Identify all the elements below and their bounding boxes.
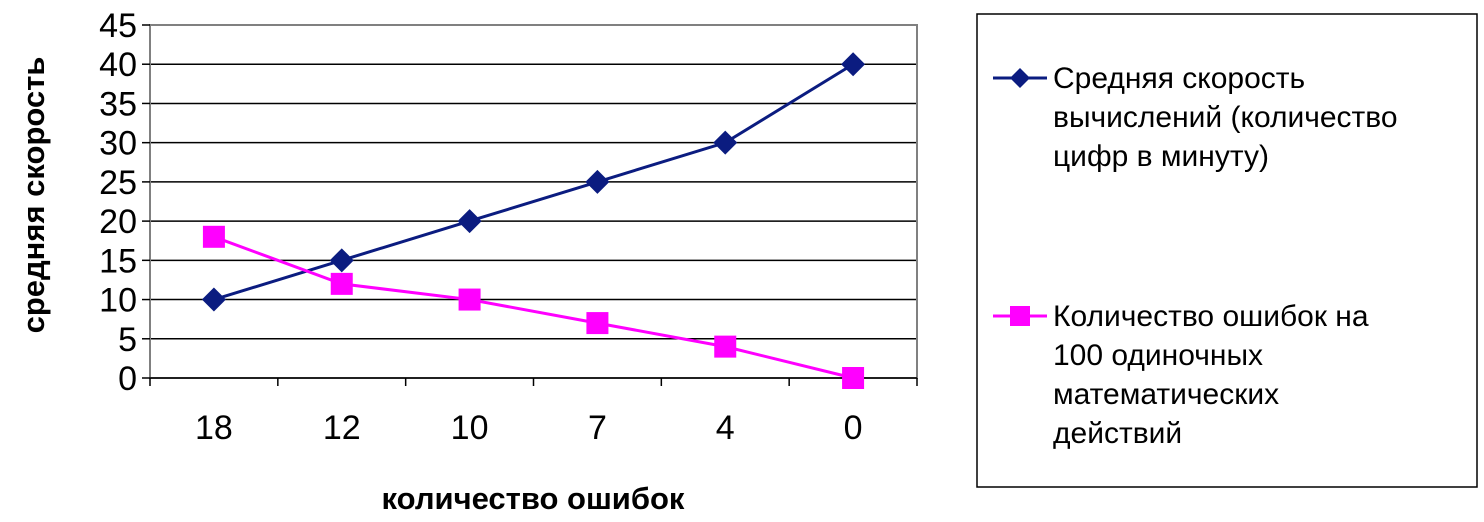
- legend-marker-1: [1010, 68, 1030, 88]
- x-tick-label: 12: [323, 409, 361, 447]
- x-tick-labels: 18 12 10 7 4 0: [195, 409, 863, 447]
- x-tick-label: 7: [588, 409, 607, 447]
- data-point-series-1: [713, 130, 738, 155]
- y-tick-label: 45: [99, 7, 137, 45]
- y-tick-label: 10: [99, 282, 137, 320]
- y-tick-label: 15: [99, 242, 137, 280]
- axes: [142, 24, 918, 386]
- data-point-series-2: [458, 288, 481, 311]
- x-tick-label: 18: [195, 409, 233, 447]
- x-tick-label: 4: [716, 409, 735, 447]
- data-point-series-1: [585, 169, 610, 194]
- data-point-series-1: [201, 287, 226, 312]
- legend-items: Средняя скорость вычислений (количество ци…: [993, 62, 1398, 450]
- y-axis-title: средняя скорость: [16, 57, 51, 334]
- y-tick-label: 30: [99, 125, 137, 163]
- legend: Средняя скорость вычислений (количество ци…: [976, 13, 1478, 488]
- data-point-series-2: [330, 272, 353, 295]
- legend-marker-2: [1010, 306, 1030, 326]
- data-point-series-1: [841, 52, 866, 77]
- legend-label-1: Средняя скорость вычислений (количество ци…: [1053, 62, 1398, 173]
- y-tick-label: 40: [99, 46, 137, 84]
- legend-box: [976, 13, 1478, 488]
- series-markers: [201, 52, 866, 389]
- x-axis-title: количество ошибок: [382, 481, 685, 516]
- x-tick-label: 0: [844, 409, 863, 447]
- series-lines: [213, 62, 854, 380]
- y-tick-label: 20: [99, 203, 137, 241]
- data-point-series-1: [329, 248, 354, 273]
- data-point-series-2: [714, 335, 737, 358]
- data-point-series-2: [202, 225, 225, 248]
- gridlines: [150, 24, 917, 340]
- data-point-series-2: [586, 312, 609, 335]
- data-point-series-1: [457, 209, 482, 234]
- data-point-series-2: [842, 367, 865, 389]
- y-tick-label: 35: [99, 85, 137, 123]
- series-line-1: [213, 62, 854, 301]
- legend-label-2: Количество ошибок на 100 одиночных математ…: [1053, 300, 1369, 450]
- y-tick-label: 5: [118, 321, 137, 359]
- series-line-2: [213, 235, 854, 380]
- y-tick-label: 25: [99, 164, 137, 202]
- y-tick-label: 0: [118, 360, 137, 398]
- x-tick-label: 10: [451, 409, 489, 447]
